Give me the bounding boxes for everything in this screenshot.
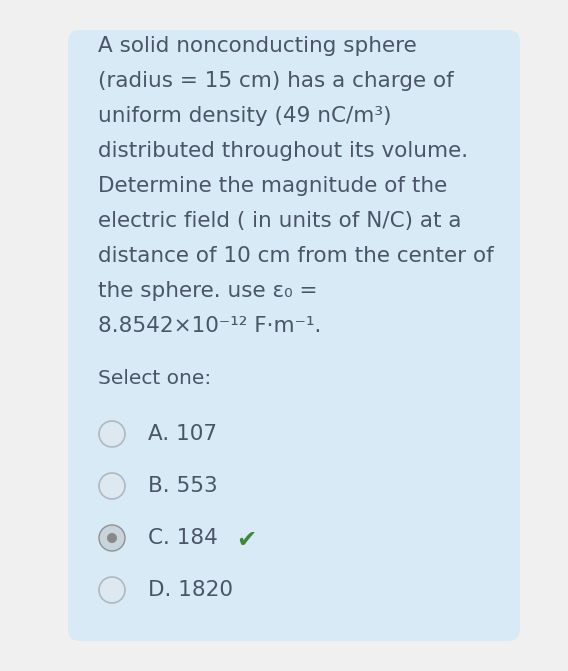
Text: ✔: ✔ xyxy=(236,528,256,552)
Circle shape xyxy=(99,421,125,447)
Text: C. 184: C. 184 xyxy=(148,528,218,548)
Text: distributed throughout its volume.: distributed throughout its volume. xyxy=(98,141,468,161)
Circle shape xyxy=(99,577,125,603)
Text: uniform density (49 nC/m³): uniform density (49 nC/m³) xyxy=(98,106,391,126)
Text: Select one:: Select one: xyxy=(98,369,211,388)
Text: the sphere. use ε₀ =: the sphere. use ε₀ = xyxy=(98,281,318,301)
Text: A solid nonconducting sphere: A solid nonconducting sphere xyxy=(98,36,417,56)
Text: distance of 10 cm from the center of: distance of 10 cm from the center of xyxy=(98,246,494,266)
Text: 8.8542×10⁻¹² F·m⁻¹.: 8.8542×10⁻¹² F·m⁻¹. xyxy=(98,316,321,336)
Text: D. 1820: D. 1820 xyxy=(148,580,233,600)
Circle shape xyxy=(99,525,125,551)
Text: B. 553: B. 553 xyxy=(148,476,218,496)
FancyBboxPatch shape xyxy=(68,30,520,641)
Text: Determine the magnitude of the: Determine the magnitude of the xyxy=(98,176,447,196)
Circle shape xyxy=(99,473,125,499)
Text: (radius = 15 cm) has a charge of: (radius = 15 cm) has a charge of xyxy=(98,71,454,91)
Text: A. 107: A. 107 xyxy=(148,424,217,444)
Circle shape xyxy=(107,533,117,543)
Text: electric field ( in units of N/C) at a: electric field ( in units of N/C) at a xyxy=(98,211,461,231)
